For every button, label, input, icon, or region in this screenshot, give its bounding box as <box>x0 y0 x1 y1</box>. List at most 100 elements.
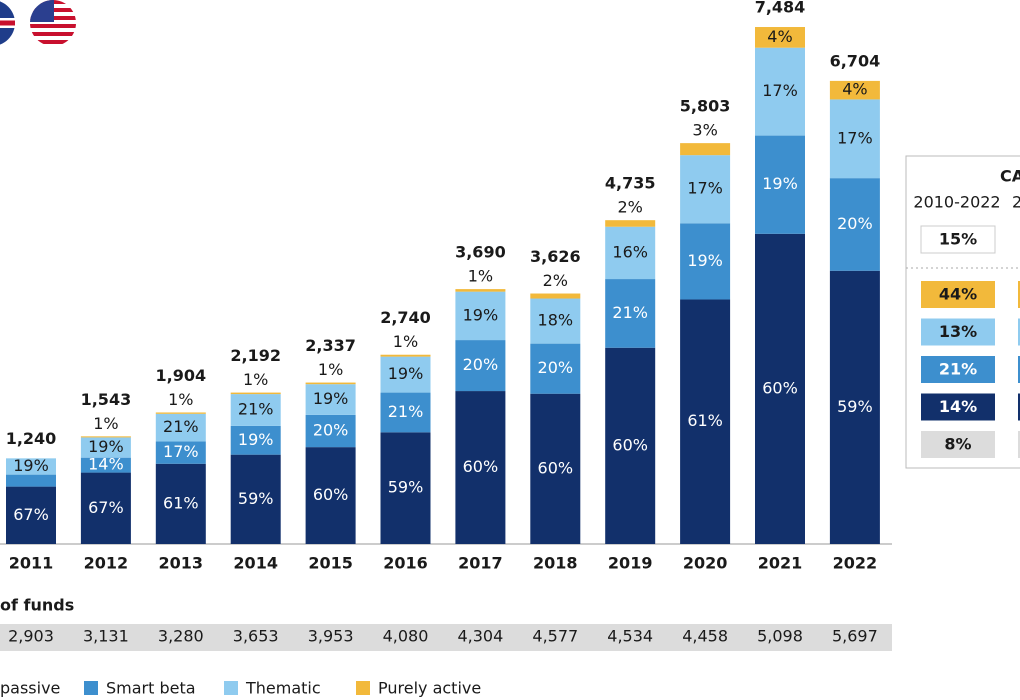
legend-label: passive <box>0 679 60 698</box>
bar-segment <box>305 384 356 415</box>
bar-segment <box>80 436 131 438</box>
cagr-period: 2010-2022 <box>913 193 1000 212</box>
segment-label: 59% <box>238 489 274 508</box>
bar-segment <box>80 457 131 473</box>
segment-label: 67% <box>13 505 49 524</box>
cagr-value: 14% <box>939 397 977 416</box>
x-tick-label: 2017 <box>458 554 503 573</box>
bar-segment <box>829 80 880 100</box>
bar-segment <box>305 382 356 385</box>
bar-segment <box>230 392 281 395</box>
segment-label: 19% <box>463 305 499 324</box>
cagr-row-2 <box>1018 281 1020 308</box>
funds-value: 4,577 <box>532 627 578 646</box>
funds-band <box>0 624 892 651</box>
legend-label: Smart beta <box>106 679 196 698</box>
x-tick-label: 2019 <box>608 554 653 573</box>
bar-segment <box>6 486 56 544</box>
total-label: 2,192 <box>230 346 281 365</box>
uk-cross-red <box>0 20 15 26</box>
segment-label: 20% <box>538 358 574 377</box>
segment-label: 20% <box>313 420 349 439</box>
segment-label: 21% <box>163 417 199 436</box>
segment-label: 60% <box>762 378 798 397</box>
x-tick-label: 2013 <box>159 554 204 573</box>
segment-label: 18% <box>538 311 574 330</box>
bar-segment <box>80 472 131 544</box>
bar-segment <box>755 27 805 48</box>
bar-segment <box>305 447 356 544</box>
total-label: 2,337 <box>305 336 356 355</box>
us-flag <box>30 0 76 46</box>
bar-segment <box>380 354 431 357</box>
segment-label: 20% <box>463 355 499 374</box>
cagr-row-2 <box>1018 318 1020 346</box>
segment-label: 21% <box>388 402 424 421</box>
segment-label: 21% <box>238 399 274 418</box>
segment-label: 1% <box>93 414 118 433</box>
segment-label: 59% <box>837 397 873 416</box>
legend-swatch <box>224 681 238 695</box>
bar-segment <box>380 392 431 433</box>
bar-segment <box>530 393 581 544</box>
segment-label: 19% <box>13 456 49 475</box>
bar-segment <box>155 441 206 464</box>
segment-label: 59% <box>388 478 424 497</box>
funds-value: 5,098 <box>757 627 803 646</box>
segment-label: 19% <box>687 251 723 270</box>
bar-segment <box>455 391 506 544</box>
x-tick-label: 2016 <box>383 554 428 573</box>
funds-value: 3,280 <box>158 627 204 646</box>
cagr-value: 13% <box>939 322 977 341</box>
funds-value: 3,131 <box>83 627 129 646</box>
bar-segment <box>680 155 731 224</box>
x-tick-label: 2015 <box>308 554 353 573</box>
bar-segment <box>380 432 431 544</box>
cagr-value: 21% <box>939 360 977 379</box>
cagr-value: 44% <box>939 285 977 304</box>
cagr-total-box <box>920 225 996 254</box>
segment-label: 16% <box>612 242 648 261</box>
legend-swatch <box>356 681 370 695</box>
bar-segment <box>530 293 581 299</box>
bar-segment <box>455 291 506 341</box>
bar-segment <box>755 233 805 544</box>
bar-segment <box>230 425 281 455</box>
bar-segment <box>755 135 805 234</box>
funds-value: 4,080 <box>383 627 429 646</box>
bar-segment <box>155 412 206 414</box>
segment-label: 1% <box>468 267 493 286</box>
cagr-row <box>921 393 995 421</box>
segment-label: 21% <box>612 303 648 322</box>
bar-segment <box>380 356 431 393</box>
legend-label: Purely active <box>378 679 481 698</box>
bar-segment <box>80 437 131 458</box>
cagr-row-2 <box>1018 393 1020 421</box>
bar-segment <box>530 298 581 344</box>
bar-segment <box>680 143 731 156</box>
bar-segment <box>605 279 656 348</box>
bar-segment <box>6 458 56 475</box>
funds-value: 4,534 <box>607 627 653 646</box>
cagr-period2: 2 <box>1012 193 1020 212</box>
x-tick-label: 2022 <box>833 554 878 573</box>
segment-label: 4% <box>767 27 792 46</box>
segment-label: 1% <box>243 370 268 389</box>
funds-value: 3,953 <box>308 627 354 646</box>
bar-segment <box>530 343 581 394</box>
segment-label: 2% <box>543 271 568 290</box>
funds-value: 4,304 <box>457 627 503 646</box>
total-label: 3,690 <box>455 243 506 262</box>
segment-label: 1% <box>393 332 418 351</box>
bar-segment <box>680 223 731 300</box>
bar-segment <box>6 474 56 487</box>
funds-label: of funds <box>0 596 74 615</box>
bar-segment <box>605 347 656 544</box>
x-tick-label: 2021 <box>758 554 803 573</box>
bar-segment <box>155 463 206 544</box>
segment-label: 1% <box>168 390 193 409</box>
segment-label: 61% <box>163 493 199 512</box>
segment-label: 60% <box>463 457 499 476</box>
bar-segment <box>829 99 880 179</box>
